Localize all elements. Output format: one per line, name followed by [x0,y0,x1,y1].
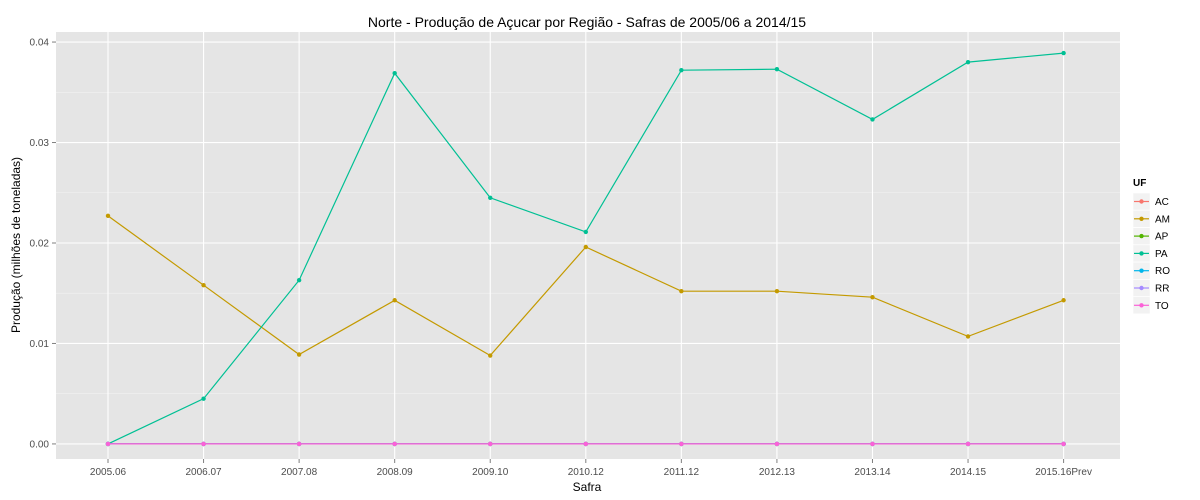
legend-key-point [1139,303,1144,308]
data-point-pa [488,195,493,200]
data-point-am [679,289,684,294]
x-tick-label: 2005.06 [90,467,127,478]
data-point-am [488,353,493,358]
x-tick-label: 2012.13 [759,467,796,478]
y-axis: 0.00 0.01 0.02 0.03 0.04 [30,38,56,450]
x-tick-label: 2014.15 [950,467,987,478]
series-pa [105,50,1066,447]
data-point-am [201,282,206,288]
data-point-pa [1061,50,1066,56]
legend-label: TO [1155,301,1169,312]
data-point-pa [201,396,206,401]
chart-title: Norte - Produção de Açucar por Região - … [368,14,806,30]
legend-label: AP [1155,232,1169,243]
data-point-to [488,441,493,447]
x-tick-label: 2008.09 [377,467,414,478]
data-point-to [774,441,780,447]
plot-background [56,32,1120,459]
series-am [105,213,1066,358]
data-point-pa [583,229,588,235]
x-tick-label: 2007.08 [281,467,318,478]
series-layer [105,50,1066,447]
data-point-to [583,441,588,447]
legend-key-point [1139,251,1144,256]
legend-item-am: AM [1132,210,1170,228]
legend-label: PA [1155,249,1168,260]
legend-item-ac: AC [1132,192,1169,211]
data-point-to [965,441,971,447]
legend-key-point [1139,285,1144,291]
x-tick-label: 2006.07 [185,467,222,478]
legend-label: AM [1155,214,1170,225]
y-tick-label: 0.00 [30,439,50,450]
data-point-am [965,334,971,339]
data-point-am [296,352,302,357]
legend-key-point [1139,233,1144,239]
data-point-am [105,213,111,219]
y-tick-label: 0.03 [30,138,50,149]
legend-item-ro: RO [1132,261,1170,280]
data-point-to [870,441,875,447]
legend-label: RR [1155,284,1169,295]
y-tick-label: 0.01 [30,339,50,350]
data-point-to [679,441,684,447]
data-point-to [1061,441,1066,447]
x-tick-label: 2013.14 [854,467,891,478]
x-axis: 2005.06 2006.07 2007.08 2008.09 2009.10 2010.… [90,459,1092,478]
legend-key-point [1139,216,1144,221]
x-axis-title: Safra [573,480,602,494]
x-tick-label: 2009.10 [472,467,509,478]
data-point-to [105,441,111,447]
legend-items: AC AM AP PA RO RR TO [1132,192,1170,315]
data-point-pa [392,70,397,76]
data-point-am [392,298,397,303]
x-tick-label: 2015.16Prev [1035,467,1092,478]
data-point-pa [296,277,302,283]
minor-gridlines [56,91,1120,394]
legend-item-to: TO [1132,296,1169,315]
y-tick-label: 0.02 [30,238,50,249]
y-axis-title: Produção (milhões de toneladas) [9,157,23,333]
series-to [105,441,1066,447]
data-point-to [392,441,397,447]
data-point-am [1061,298,1066,303]
x-tick-label: 2010.12 [568,467,605,478]
legend-key-point [1139,268,1144,273]
data-point-am [870,295,875,300]
legend: UF AC AM AP PA RO RR TO [1132,178,1170,315]
data-point-pa [774,66,780,72]
data-point-pa [965,59,971,65]
data-point-am [774,289,780,294]
legend-item-pa: PA [1132,244,1168,263]
legend-key-point [1139,199,1144,204]
x-tick-label: 2011.12 [664,467,700,478]
data-point-pa [679,67,684,73]
legend-label: AC [1155,197,1169,208]
legend-item-ap: AP [1132,227,1169,245]
y-tick-label: 0.04 [30,38,50,49]
data-point-pa [870,117,875,122]
legend-title: UF [1133,178,1146,189]
data-point-am [583,244,588,250]
legend-label: RO [1155,266,1170,277]
legend-item-rr: RR [1132,279,1169,297]
data-point-to [296,441,302,447]
data-point-to [201,441,206,447]
